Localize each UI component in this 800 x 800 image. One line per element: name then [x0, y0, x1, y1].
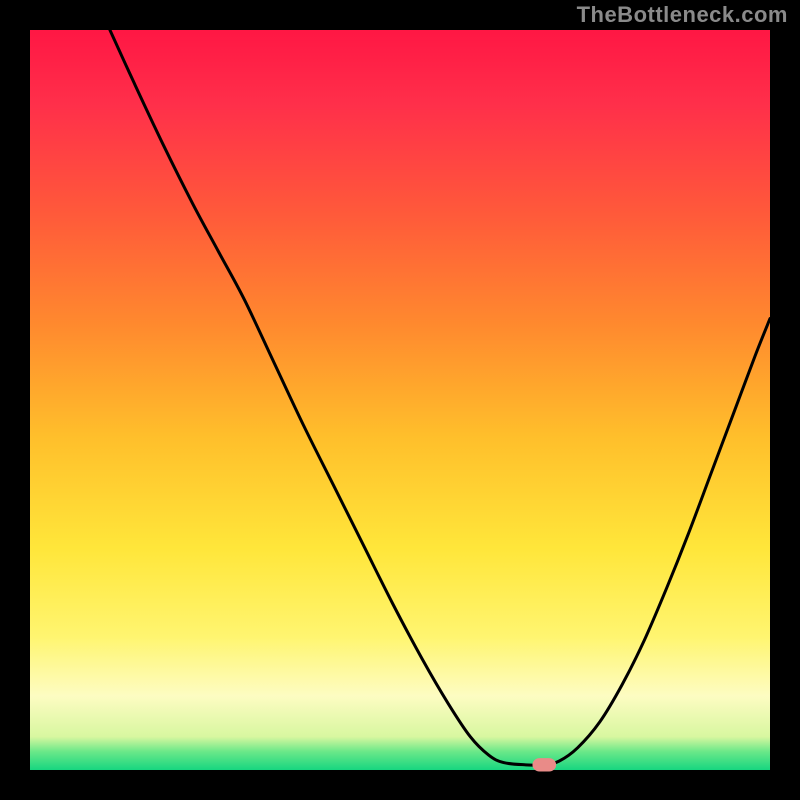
watermark-text: TheBottleneck.com — [577, 2, 788, 28]
chart-stage: TheBottleneck.com — [0, 0, 800, 800]
plot-background — [30, 30, 770, 770]
optimal-point-marker — [532, 758, 556, 771]
bottleneck-chart — [0, 0, 800, 800]
